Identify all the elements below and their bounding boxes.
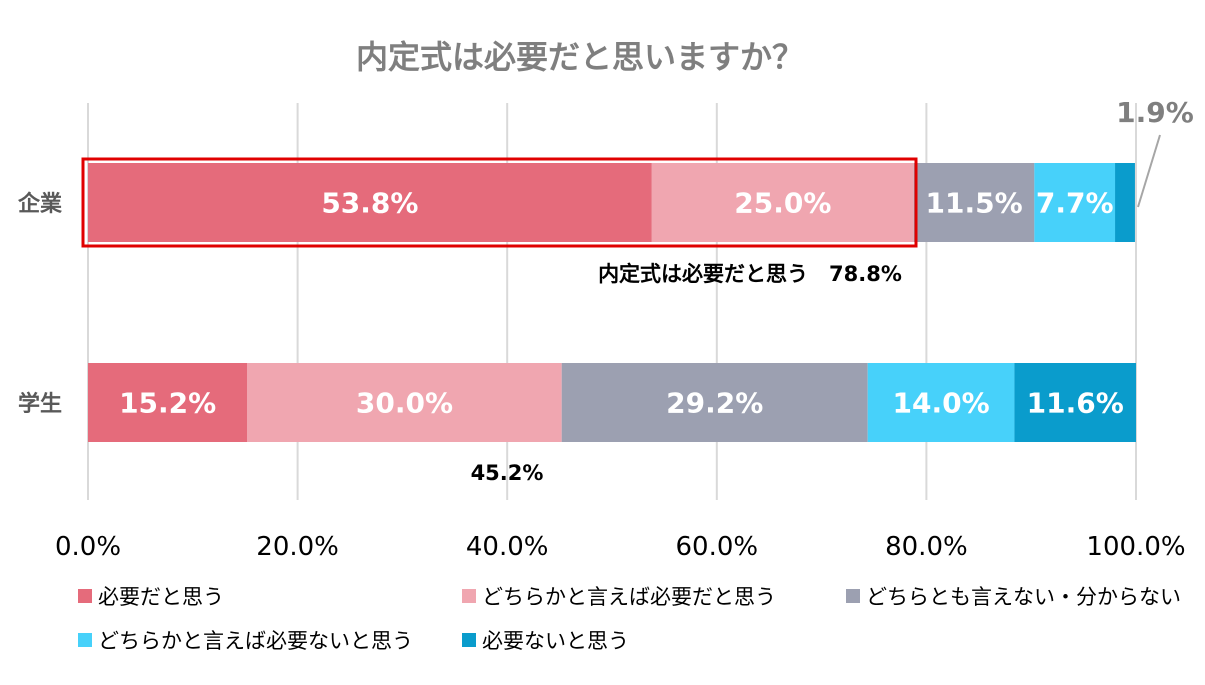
segment-label: 30.0% — [356, 387, 453, 420]
small-value-label: 1.9% — [1116, 96, 1194, 129]
bar-segment — [1115, 163, 1135, 242]
legend-label: 必要ないと思う — [482, 629, 629, 653]
legend-label: どちらかと言えば必要だと思う — [482, 585, 776, 609]
legend-swatch — [462, 633, 476, 647]
x-tick-label: 100.0% — [1086, 532, 1185, 562]
company-total-annotation: 内定式は必要だと思う 78.8% — [598, 262, 902, 286]
legend: 必要だと思う どちらかと言えば必要だと思う どちらとも言えない・分からないどちらかと… — [78, 585, 1181, 653]
legend-swatch — [846, 589, 860, 603]
x-tick-label: 0.0% — [55, 532, 121, 562]
legend-label: どちらかと言えば必要ないと思う — [98, 629, 413, 653]
bar-segment — [88, 163, 652, 242]
category-label-student: 学生 — [18, 391, 62, 417]
segment-label: 11.5% — [926, 187, 1023, 220]
bar-segment — [913, 163, 1035, 242]
legend-swatch — [462, 589, 476, 603]
x-tick-label: 40.0% — [466, 532, 549, 562]
student-total-annotation: 45.2% — [471, 461, 544, 485]
small-value-leader-line — [1137, 134, 1161, 208]
segment-label: 29.2% — [666, 387, 763, 420]
bar-segment — [867, 363, 1015, 442]
legend-swatch — [78, 633, 92, 647]
x-axis-ticks: 0.0% 20.0% 40.0% 60.0% 80.0% 100.0% — [55, 532, 1186, 562]
highlight-box — [81, 157, 918, 248]
segment-label: 11.6% — [1027, 387, 1124, 420]
category-label-company: 企業 — [17, 191, 63, 217]
segment-label: 53.8% — [321, 187, 418, 220]
x-tick-label: 60.0% — [675, 532, 758, 562]
bar-segment — [88, 363, 248, 442]
segment-label: 14.0% — [893, 387, 990, 420]
data-labels: 53.8% 25.0% 11.5% 7.7% 15.2% 30.0% 29.2% 14.0% 1… — [119, 187, 1124, 420]
x-tick-label: 20.0% — [256, 532, 339, 562]
bar-segment — [561, 363, 868, 442]
bar-segment — [651, 163, 914, 242]
bar-segment — [1034, 163, 1116, 242]
bar-segment — [247, 363, 562, 442]
chart-title: 内定式は必要だと思いますか？ — [356, 38, 804, 76]
segment-label: 7.7% — [1036, 187, 1114, 220]
bar-segments — [88, 163, 1136, 442]
bar-segment — [1014, 363, 1136, 442]
legend-label: どちらとも言えない・分からない — [866, 585, 1181, 609]
segment-label: 15.2% — [119, 387, 216, 420]
legend-label: 必要だと思う — [98, 585, 224, 609]
x-tick-label: 80.0% — [885, 532, 968, 562]
legend-swatch — [78, 589, 92, 603]
segment-label: 25.0% — [734, 187, 831, 220]
